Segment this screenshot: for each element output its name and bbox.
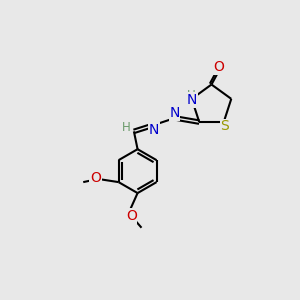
Text: N: N xyxy=(169,106,180,120)
Text: O: O xyxy=(126,209,137,223)
Text: H: H xyxy=(188,89,196,102)
Text: O: O xyxy=(90,171,101,185)
Text: N: N xyxy=(148,123,159,137)
Text: O: O xyxy=(214,60,225,74)
Text: N: N xyxy=(187,93,197,107)
Text: S: S xyxy=(220,119,229,133)
Text: H: H xyxy=(122,121,131,134)
